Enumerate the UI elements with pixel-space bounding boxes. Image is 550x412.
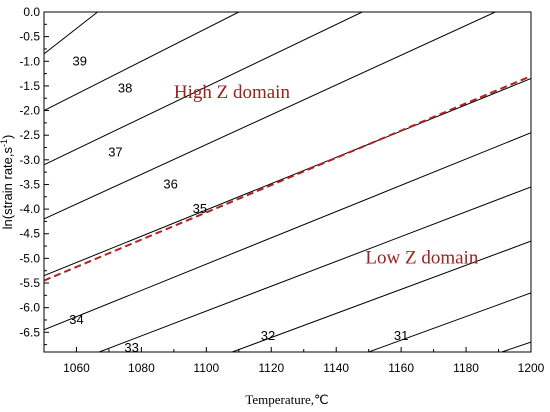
y-tick-label: -6.5 bbox=[19, 325, 40, 339]
x-tick-label: 1080 bbox=[128, 361, 155, 375]
contour-label-37: 37 bbox=[108, 144, 122, 159]
domain-boundary bbox=[44, 75, 531, 282]
contour-label-39: 39 bbox=[72, 53, 86, 68]
y-tick-label: -5.0 bbox=[19, 251, 40, 265]
x-axis-title: Temperature,℃ bbox=[245, 392, 328, 407]
y-tick-label: -6.0 bbox=[19, 301, 40, 315]
x-tick-label: 1180 bbox=[453, 361, 479, 375]
contour-label-36: 36 bbox=[163, 176, 177, 191]
contour-label-35: 35 bbox=[193, 201, 207, 216]
y-tick-label: -0.5 bbox=[19, 30, 40, 44]
x-tick-label: 1160 bbox=[388, 361, 414, 375]
y-tick-label: 0.0 bbox=[23, 5, 40, 19]
y-axis-title-tail: ) bbox=[0, 135, 15, 139]
x-tick-label: 1120 bbox=[258, 361, 284, 375]
y-tick-label: -2.5 bbox=[19, 128, 40, 142]
x-axis-ticks: 1060 1080 1100 1120 1140 1160 1180 1200 bbox=[43, 347, 545, 375]
contour-label-34: 34 bbox=[69, 312, 83, 327]
y-tick-label: -3.0 bbox=[19, 153, 40, 167]
contour-label-32: 32 bbox=[261, 328, 275, 343]
contour-line-31 bbox=[501, 341, 531, 352]
y-tick-label: -3.5 bbox=[19, 177, 40, 191]
contour-line-34 bbox=[99, 186, 531, 352]
contour-line-35 bbox=[44, 78, 531, 277]
contour-line-32 bbox=[368, 292, 531, 352]
x-tick-label: 1060 bbox=[63, 361, 90, 375]
y-tick-label: -4.5 bbox=[19, 227, 40, 241]
y-axis-title-sup: -1 bbox=[0, 139, 9, 147]
y-tick-label: -4.0 bbox=[19, 202, 40, 216]
contour-label-33: 33 bbox=[124, 340, 138, 355]
contour-line-39 bbox=[44, 12, 98, 55]
contour-line-38 bbox=[44, 12, 240, 111]
contour-line-37 bbox=[44, 12, 363, 166]
x-tick-label: 1140 bbox=[323, 361, 349, 375]
plot-area bbox=[43, 11, 532, 353]
contour-line-36 bbox=[44, 12, 496, 220]
contour-line-unlabeled-7 bbox=[232, 240, 531, 352]
annotations: High Z domain Low Z domain bbox=[174, 82, 479, 268]
contour-label-31: 31 bbox=[394, 328, 408, 343]
contour-labels: 39 38 37 36 35 34 33 32 31 bbox=[69, 53, 408, 355]
contour-lines bbox=[44, 12, 531, 352]
x-tick-label: 1100 bbox=[193, 361, 219, 375]
y-tick-label: -2.0 bbox=[19, 104, 40, 118]
low-z-domain-label: Low Z domain bbox=[365, 247, 478, 268]
contour-line-unlabeled-5 bbox=[44, 132, 531, 331]
y-axis-title-main: ln(strain rate,s bbox=[0, 147, 15, 230]
y-axis-ticks: 0.0 -0.5 -1.0 -1.5 -2.0 -2.5 -3.0 -3.5 -4.0 -4.5 -… bbox=[19, 5, 49, 346]
x-tick-label: 1200 bbox=[518, 361, 545, 375]
y-tick-label: -5.5 bbox=[19, 276, 40, 290]
y-tick-label: -1.0 bbox=[19, 54, 40, 68]
high-z-domain-label: High Z domain bbox=[174, 82, 291, 103]
y-axis-title: ln(strain rate,s-1) bbox=[0, 135, 15, 230]
contour-label-38: 38 bbox=[118, 80, 132, 95]
boundary-dashed-line bbox=[44, 75, 531, 282]
y-tick-label: -1.5 bbox=[19, 79, 40, 93]
